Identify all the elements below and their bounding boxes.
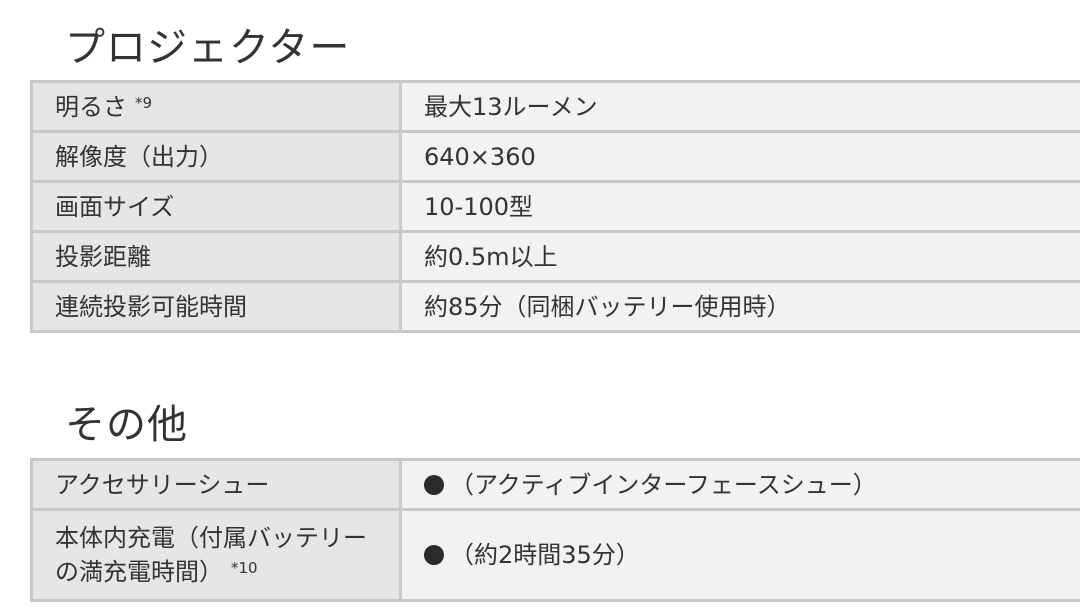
row-value: 10-100型 — [399, 180, 1080, 233]
table-row: 連続投影可能時間 約85分（同梱バッテリー使用時） — [30, 280, 1080, 333]
section-title-other: その他 — [65, 402, 188, 448]
row-label: 明るさ *9 — [30, 80, 402, 133]
other-spec-table: アクセサリーシュー （アクティブインターフェースシュー） 本体内充電（付属バッテ… — [30, 458, 1080, 602]
footnote-ref: *9 — [135, 93, 153, 112]
row-label: 解像度（出力） — [30, 130, 402, 183]
row-label: アクセサリーシュー — [30, 458, 402, 511]
row-label: 画面サイズ — [30, 180, 402, 233]
row-label: 連続投影可能時間 — [30, 280, 402, 333]
value-text: （アクティブインターフェースシュー） — [450, 470, 877, 499]
table-row: 画面サイズ 10-100型 — [30, 180, 1080, 233]
table-row: 投影距離 約0.5m以上 — [30, 230, 1080, 283]
row-value: 最大13ルーメン — [399, 80, 1080, 133]
label-text: 本体内充電（付属バッテリーの満充電時間） — [55, 524, 367, 586]
table-row: アクセサリーシュー （アクティブインターフェースシュー） — [30, 458, 1080, 511]
label-text: 明るさ — [55, 92, 127, 121]
filled-circle-icon — [424, 545, 444, 565]
row-value: 約85分（同梱バッテリー使用時） — [399, 280, 1080, 333]
row-label: 投影距離 — [30, 230, 402, 283]
table-row: 解像度（出力） 640×360 — [30, 130, 1080, 183]
filled-circle-icon — [424, 474, 444, 495]
row-value: （約2時間35分） — [399, 508, 1080, 602]
value-text: （約2時間35分） — [450, 541, 640, 569]
table-row: 本体内充電（付属バッテリーの満充電時間） *10 （約2時間35分） — [30, 508, 1080, 602]
row-value: （アクティブインターフェースシュー） — [399, 458, 1080, 511]
section-title-projector: プロジェクター — [65, 25, 351, 71]
footnote-ref: *10 — [231, 559, 258, 577]
table-row: 明るさ *9 最大13ルーメン — [30, 80, 1080, 133]
projector-spec-table: 明るさ *9 最大13ルーメン 解像度（出力） 640×360 画面サイズ 10-… — [30, 80, 1080, 333]
row-label: 本体内充電（付属バッテリーの満充電時間） *10 — [30, 508, 402, 602]
row-value: 640×360 — [399, 130, 1080, 183]
row-value: 約0.5m以上 — [399, 230, 1080, 283]
